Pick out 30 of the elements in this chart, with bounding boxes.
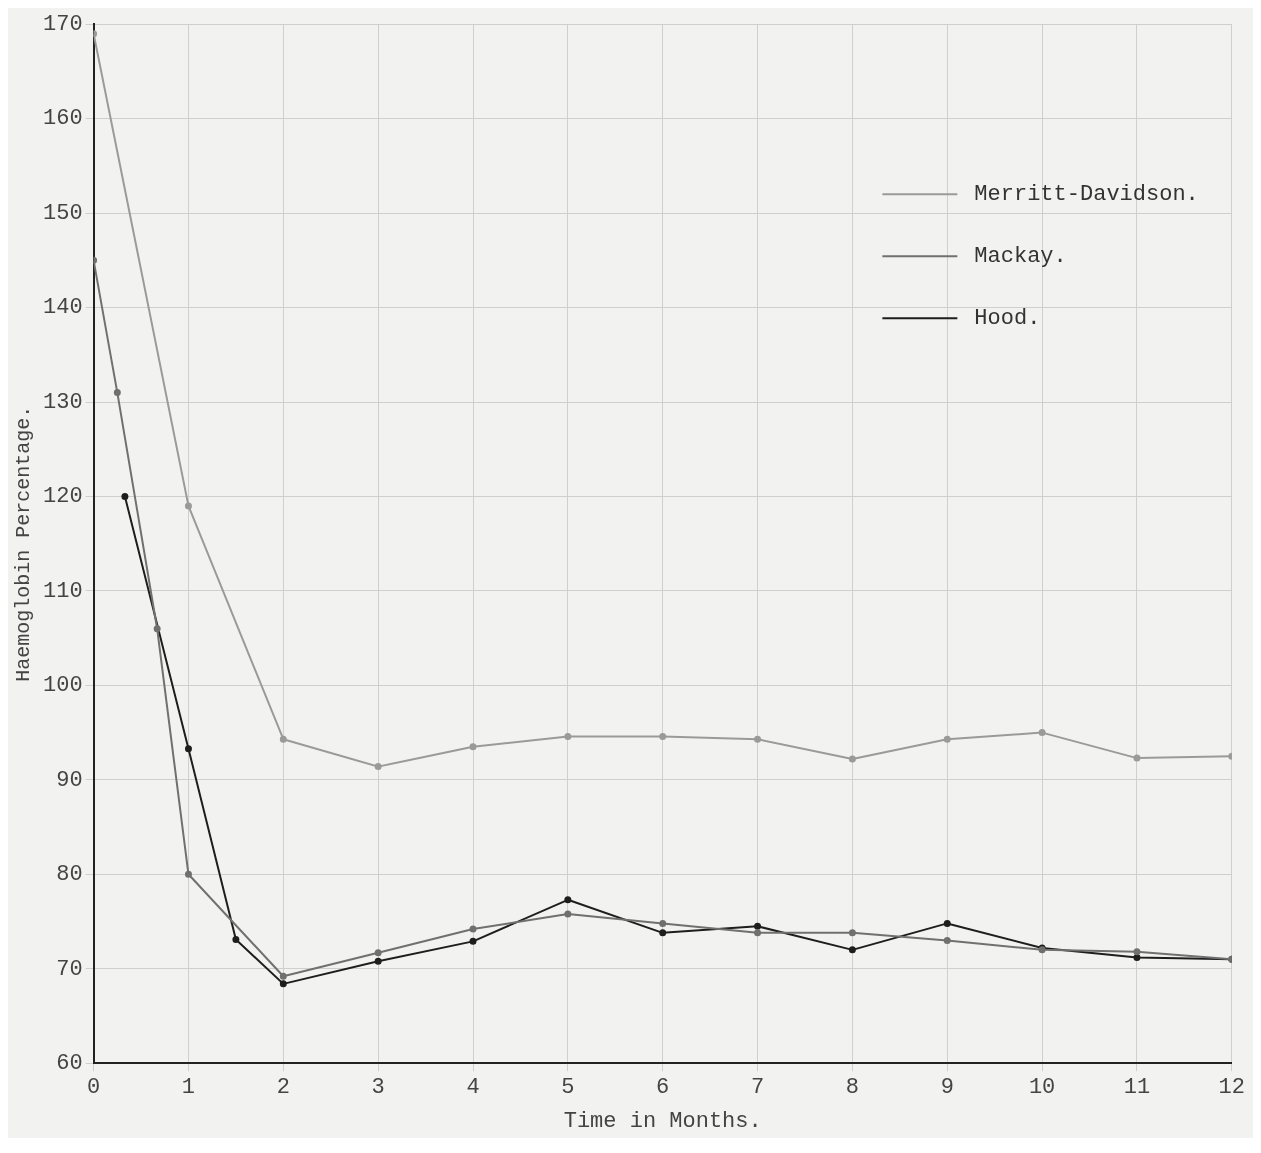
y-tick-label: 110	[43, 578, 83, 604]
y-tick-label: 120	[43, 484, 83, 510]
x-tick-label: 12	[1218, 1075, 1245, 1101]
y-tick-label: 100	[43, 673, 83, 699]
y-axis-title: Haemoglobin Percentage.	[12, 405, 36, 682]
x-tick-label: 2	[276, 1075, 290, 1101]
x-tick-label: 11	[1123, 1075, 1151, 1101]
legend-label: Merritt-Davidson.	[974, 182, 1199, 208]
y-tick-label: 80	[56, 862, 83, 888]
x-tick-label: 9	[940, 1075, 954, 1101]
x-tick-label: 8	[845, 1075, 859, 1101]
y-tick-label: 140	[43, 295, 83, 321]
x-tick-label: 4	[466, 1075, 480, 1101]
y-tick-label: 160	[43, 106, 83, 132]
x-axis-title: Time in Months.	[563, 1108, 762, 1134]
x-tick-label: 5	[561, 1075, 575, 1101]
y-tick-label: 70	[56, 956, 83, 982]
x-tick-label: 0	[87, 1075, 101, 1101]
y-tick-label: 130	[43, 389, 83, 415]
y-tick-label: 60	[56, 1051, 83, 1077]
x-tick-label: 6	[656, 1075, 670, 1101]
legend-label: Hood.	[974, 306, 1041, 332]
x-tick-label: 7	[750, 1075, 765, 1101]
legend-label: Mackay.	[974, 244, 1067, 270]
x-tick-label: 10	[1028, 1075, 1056, 1101]
x-tick-label: 1	[181, 1075, 196, 1101]
y-tick-label: 150	[43, 200, 83, 226]
x-tick-label: 3	[371, 1075, 385, 1101]
y-tick-label: 170	[43, 12, 83, 38]
y-tick-label: 90	[56, 767, 83, 793]
